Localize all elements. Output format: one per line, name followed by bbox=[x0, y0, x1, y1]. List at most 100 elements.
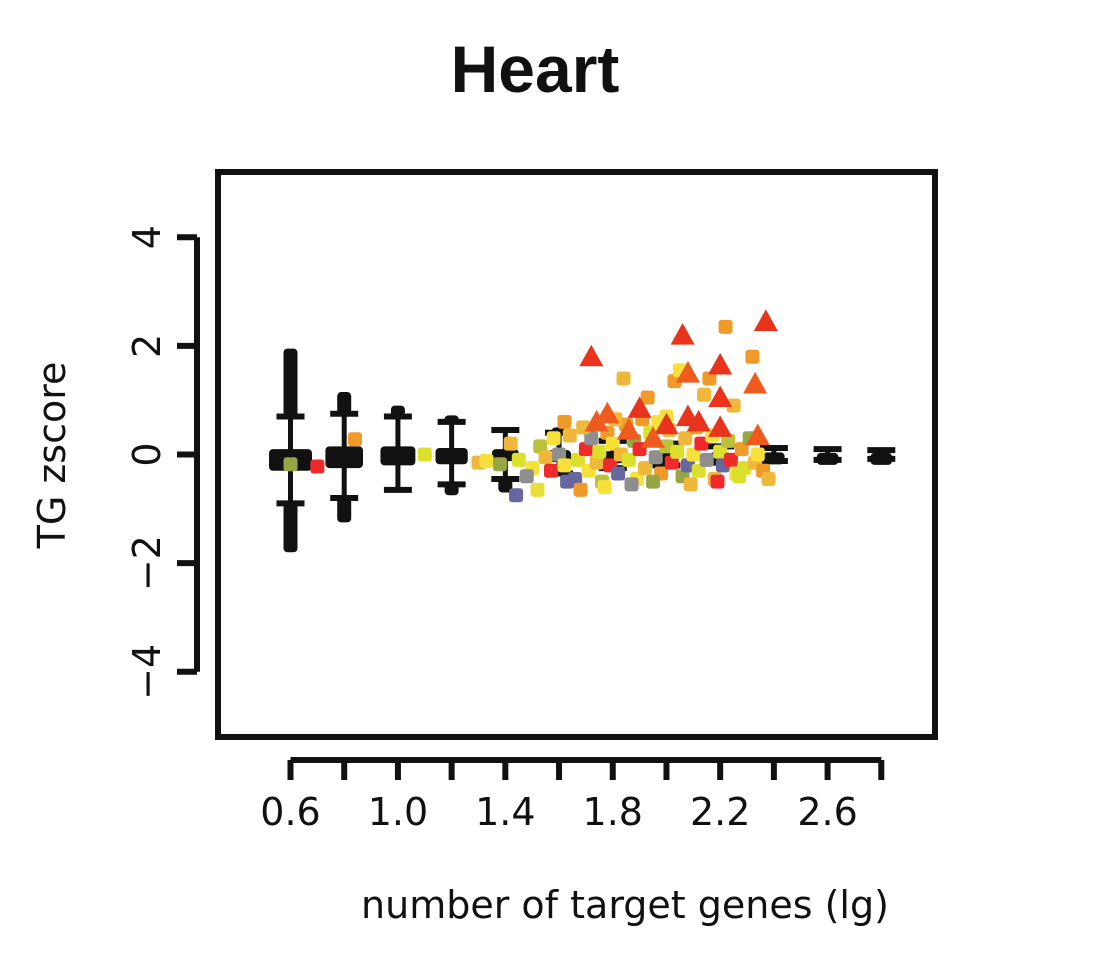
triangle-point bbox=[654, 412, 679, 435]
square-point bbox=[721, 433, 736, 448]
square-point bbox=[616, 371, 631, 386]
boxplot-outliers-lower bbox=[498, 478, 513, 493]
boxplot-box bbox=[816, 452, 839, 465]
y-axis: −4 −2 0 2 4 bbox=[125, 225, 200, 700]
square-point bbox=[718, 319, 733, 334]
y-axis-label: TG zscore bbox=[30, 362, 74, 550]
square-point bbox=[694, 436, 709, 451]
x-axis: 0.6 1.0 1.4 1.8 2.2 2.6 bbox=[260, 757, 885, 834]
square-point bbox=[592, 444, 607, 459]
square-point bbox=[570, 452, 585, 467]
square-point bbox=[557, 414, 572, 429]
boxplot-outliers-upper bbox=[283, 348, 298, 417]
square-point bbox=[637, 461, 652, 476]
y-tick-label: 4 bbox=[125, 225, 169, 249]
boxplot-box bbox=[870, 452, 893, 465]
square-point bbox=[702, 371, 717, 386]
square-point bbox=[573, 482, 588, 497]
square-point bbox=[691, 463, 706, 478]
triangle-point bbox=[641, 426, 666, 448]
square-point bbox=[731, 469, 746, 484]
square-point bbox=[562, 428, 577, 443]
x-tick-label: 1.4 bbox=[475, 790, 535, 834]
square-point bbox=[347, 432, 362, 447]
square-point bbox=[697, 387, 712, 402]
x-tick-label: 0.6 bbox=[260, 790, 320, 834]
boxplot-outliers-lower bbox=[337, 497, 352, 523]
square-point bbox=[530, 482, 545, 497]
square-point bbox=[624, 477, 639, 492]
square-point bbox=[584, 431, 599, 446]
boxplot bbox=[867, 447, 896, 465]
chart-title: Heart bbox=[451, 32, 620, 106]
square-point bbox=[611, 466, 626, 481]
triangle-point bbox=[708, 352, 733, 375]
x-axis-label: number of target genes (lg) bbox=[361, 883, 889, 927]
square-point bbox=[761, 471, 776, 486]
square-point bbox=[492, 457, 507, 472]
boxplot bbox=[325, 392, 364, 523]
triangle-point bbox=[584, 409, 609, 432]
square-point bbox=[659, 439, 674, 454]
square-point bbox=[511, 452, 526, 467]
square-point bbox=[680, 458, 695, 473]
y-tick-label: −2 bbox=[125, 535, 169, 591]
y-tick-label: 0 bbox=[125, 442, 169, 466]
square-point bbox=[589, 455, 604, 470]
square-point bbox=[605, 436, 620, 451]
triangle-point bbox=[670, 322, 695, 345]
square-point bbox=[557, 458, 572, 473]
square-point bbox=[533, 439, 548, 454]
boxplot-box bbox=[763, 452, 785, 465]
square-point bbox=[503, 436, 518, 451]
square-point bbox=[621, 452, 636, 467]
square-point bbox=[543, 463, 558, 478]
points-layer bbox=[283, 309, 778, 503]
boxplot-box bbox=[325, 446, 364, 469]
square-point bbox=[538, 450, 553, 465]
square-point bbox=[417, 447, 432, 462]
square-point bbox=[664, 455, 679, 470]
boxplot bbox=[269, 348, 312, 553]
square-point bbox=[713, 444, 728, 459]
boxplot-outliers-upper bbox=[337, 392, 352, 414]
plot-frame bbox=[215, 169, 938, 740]
y-tick-label: 2 bbox=[125, 334, 169, 358]
square-point bbox=[552, 447, 567, 462]
triangle-point bbox=[745, 423, 770, 446]
x-tick-label: 1.8 bbox=[583, 790, 643, 834]
square-point bbox=[597, 480, 612, 495]
square-point bbox=[686, 447, 701, 462]
triangle-point bbox=[708, 415, 733, 437]
square-point bbox=[699, 452, 714, 467]
y-tick-label: −4 bbox=[125, 644, 169, 700]
triangle-point bbox=[753, 309, 778, 331]
boxplot-box bbox=[435, 447, 468, 465]
square-point bbox=[750, 447, 765, 462]
square-point bbox=[640, 390, 655, 405]
triangle-point bbox=[595, 401, 620, 424]
x-tick-label: 2.6 bbox=[797, 790, 857, 834]
x-tick-label: 1.0 bbox=[368, 790, 428, 834]
boxplot bbox=[813, 446, 842, 465]
square-point bbox=[710, 474, 725, 489]
square-point bbox=[560, 474, 575, 489]
square-point bbox=[646, 474, 661, 489]
square-point bbox=[519, 469, 534, 484]
square-point bbox=[509, 488, 524, 503]
triangle-point bbox=[675, 361, 700, 383]
boxplot-box bbox=[380, 446, 416, 466]
triangle-point bbox=[743, 371, 768, 394]
square-point bbox=[479, 454, 494, 469]
square-point bbox=[723, 452, 738, 467]
boxplot bbox=[435, 415, 468, 496]
boxplot bbox=[759, 444, 788, 465]
square-point bbox=[667, 374, 682, 389]
triangle-point bbox=[686, 409, 711, 432]
square-point bbox=[734, 442, 749, 457]
triangle-point bbox=[579, 344, 604, 367]
square-point bbox=[726, 398, 741, 413]
square-point bbox=[678, 431, 693, 446]
square-point bbox=[648, 450, 663, 465]
